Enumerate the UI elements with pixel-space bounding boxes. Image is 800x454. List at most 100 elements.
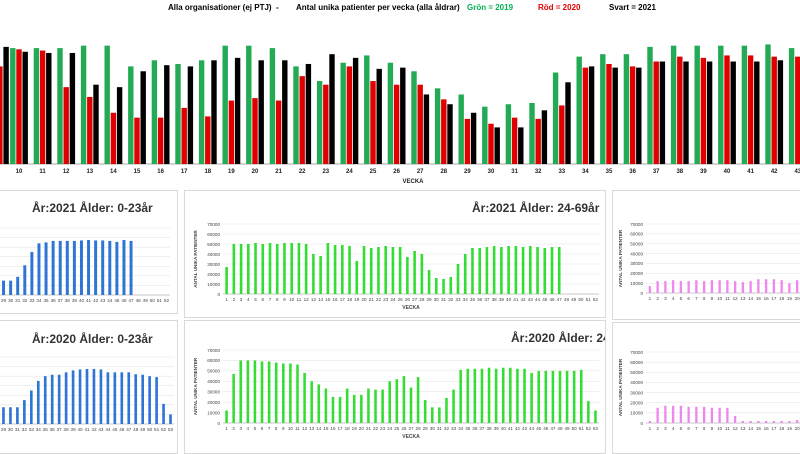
x-tick-label: 8 bbox=[703, 296, 706, 301]
x-tick-label: 2 bbox=[656, 426, 659, 431]
x-tick-label: 1 bbox=[225, 426, 228, 431]
bar-week-18-s2 bbox=[211, 60, 216, 164]
x-tick-label: 31 bbox=[441, 297, 447, 302]
bar-week-31 bbox=[16, 277, 19, 295]
bar-week-48 bbox=[559, 371, 562, 423]
bar-week-36 bbox=[51, 375, 54, 424]
bar-week-3 bbox=[239, 360, 242, 423]
x-tick-label: 14 bbox=[110, 169, 117, 175]
bar-week-27-s0 bbox=[411, 71, 416, 164]
bar-week-12-s0 bbox=[57, 48, 62, 164]
x-tick-label: 6 bbox=[261, 297, 264, 302]
bar-week-21-s1 bbox=[276, 101, 281, 164]
x-tick-label: 35 bbox=[470, 297, 476, 302]
x-tick-label: 51 bbox=[157, 298, 163, 303]
bar-week-29-s0 bbox=[459, 94, 464, 164]
x-tick-label: 16 bbox=[764, 426, 770, 431]
y-tick-label: 50000 bbox=[630, 242, 643, 247]
bar-week-3 bbox=[240, 244, 243, 294]
x-tick-label: 46 bbox=[549, 297, 555, 302]
x-tick-label: 15 bbox=[323, 426, 329, 431]
x-tick-label: 16 bbox=[764, 296, 770, 301]
bar-week-9 bbox=[283, 243, 286, 294]
bar-week-38-s2 bbox=[683, 62, 688, 164]
bar-week-41-s2 bbox=[754, 62, 759, 164]
bar-week-1 bbox=[649, 286, 651, 293]
bar-week-33-s2 bbox=[565, 82, 570, 164]
bar-week-42-s2 bbox=[778, 60, 783, 164]
x-tick-label: 35 bbox=[43, 427, 49, 432]
bar-week-32-s2 bbox=[542, 110, 547, 164]
x-tick-label: 42 bbox=[521, 297, 527, 302]
y-tick-label: 20000 bbox=[630, 271, 643, 276]
x-tick-label: 41 bbox=[84, 427, 90, 432]
bar-week-22-s2 bbox=[306, 64, 311, 164]
bar-week-26-s2 bbox=[400, 68, 405, 164]
bar-week-10 bbox=[289, 364, 292, 423]
x-tick-label: 27 bbox=[412, 297, 418, 302]
bar-week-37 bbox=[481, 369, 484, 423]
bar-week-37 bbox=[486, 247, 489, 294]
bar-week-50 bbox=[573, 371, 576, 423]
x-tick-label: 33 bbox=[455, 297, 461, 302]
x-tick-label: 2 bbox=[233, 297, 236, 302]
bar-week-38 bbox=[66, 241, 69, 295]
x-tick-label: 13 bbox=[311, 297, 317, 302]
bar-week-39-s1 bbox=[701, 58, 706, 164]
x-tick-label: 20 bbox=[252, 169, 259, 175]
x-tick-label: 42 bbox=[771, 169, 778, 175]
x-tick-label: 27 bbox=[408, 426, 414, 431]
x-tick-label: 10 bbox=[288, 426, 294, 431]
bar-week-38-s0 bbox=[671, 46, 676, 164]
bar-week-42 bbox=[93, 369, 96, 424]
bar-week-4 bbox=[672, 406, 674, 423]
x-tick-label: 22 bbox=[299, 169, 306, 175]
x-tick-label: 46 bbox=[543, 426, 549, 431]
bar-week-49 bbox=[566, 371, 569, 423]
x-tick-label: 1 bbox=[225, 297, 228, 302]
bar-week-43 bbox=[529, 246, 532, 294]
bar-week-34-s2 bbox=[589, 66, 594, 164]
x-tick-label: 15 bbox=[325, 297, 331, 302]
x-tick-label: 22 bbox=[376, 297, 382, 302]
bar-week-35 bbox=[45, 242, 48, 295]
panel-chart-2021-age-0-23: 29 30 31 32 33 34 35 36 37 38 39 40 41 42 43 44 45 46 47 48… bbox=[0, 191, 177, 313]
x-tick-label: 27 bbox=[417, 169, 424, 175]
bar-week-32-s0 bbox=[529, 103, 534, 164]
x-tick-label: 30 bbox=[8, 427, 14, 432]
bar-week-1 bbox=[225, 410, 228, 423]
bar-week-26-s0 bbox=[388, 63, 393, 164]
bar-week-10 bbox=[718, 408, 720, 423]
x-tick-label: 47 bbox=[557, 297, 563, 302]
bar-week-11-s0 bbox=[34, 48, 39, 164]
bar-week-27 bbox=[410, 388, 413, 423]
bar-week-13 bbox=[742, 421, 744, 423]
bar-week-39 bbox=[72, 370, 75, 424]
x-tick-label: 53 bbox=[593, 426, 599, 431]
bar-week-30-s0 bbox=[482, 107, 487, 164]
bar-week-17-s2 bbox=[188, 66, 193, 164]
x-tick-label: 43 bbox=[794, 169, 800, 175]
legend-green-2019: Grön = 2019 bbox=[467, 3, 513, 12]
x-tick-label: 3 bbox=[240, 297, 243, 302]
x-tick-label: 44 bbox=[529, 426, 535, 431]
bar-week-41 bbox=[509, 368, 512, 423]
bar-week-22 bbox=[377, 247, 380, 294]
x-tick-label: 17 bbox=[771, 426, 777, 431]
y-tick-label: 70000 bbox=[630, 222, 643, 227]
x-tick-label: 8 bbox=[276, 297, 279, 302]
bar-week-5 bbox=[680, 281, 682, 293]
x-tick-label: 19 bbox=[354, 297, 360, 302]
bar-week-14-s2 bbox=[117, 87, 122, 164]
bar-week-43 bbox=[523, 369, 526, 423]
x-tick-label: 1 bbox=[649, 296, 652, 301]
x-tick-label: 4 bbox=[672, 426, 675, 431]
bar-week-33 bbox=[457, 264, 460, 294]
bar-week-45 bbox=[115, 242, 118, 295]
bar-week-40 bbox=[79, 369, 82, 424]
bar-week-31 bbox=[16, 407, 19, 424]
x-tick-label: 31 bbox=[15, 427, 21, 432]
bar-week-11-s1 bbox=[40, 51, 45, 164]
weekly-patients-main-chart: 10 11 12 13 14 15 16 17 18 19 20 21 22 23 24 25 26 27 28 29… bbox=[0, 14, 800, 192]
x-tick-label: 13 bbox=[740, 296, 746, 301]
